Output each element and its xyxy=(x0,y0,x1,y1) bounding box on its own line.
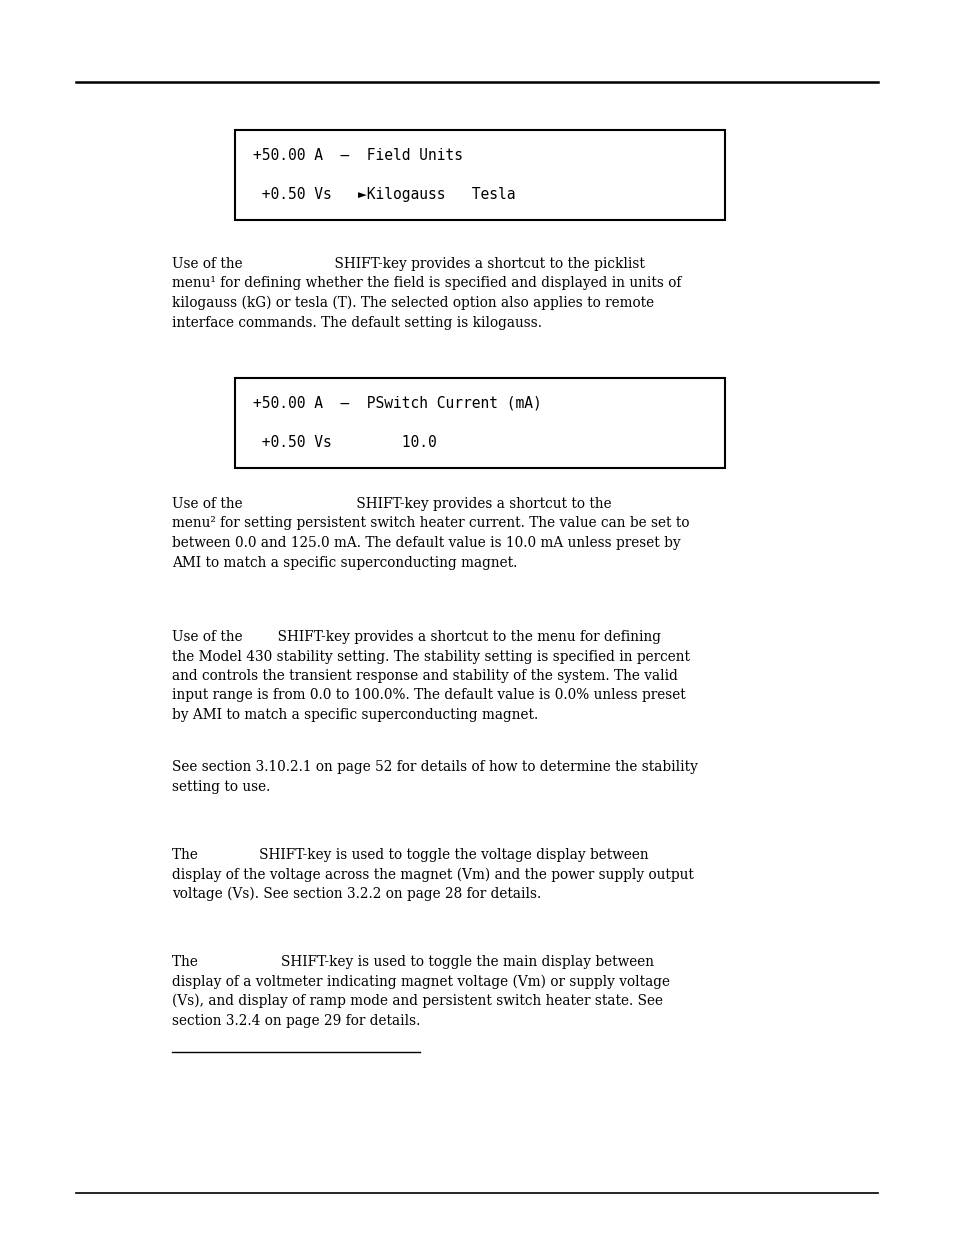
Text: AMI to match a specific superconducting magnet.: AMI to match a specific superconducting … xyxy=(172,556,517,569)
Text: menu¹ for defining whether the field is specified and displayed in units of: menu¹ for defining whether the field is … xyxy=(172,277,680,290)
Text: Use of the                     SHIFT-key provides a shortcut to the picklist: Use of the SHIFT-key provides a shortcut… xyxy=(172,257,644,270)
Text: Use of the                          SHIFT-key provides a shortcut to the: Use of the SHIFT-key provides a shortcut… xyxy=(172,496,611,511)
FancyBboxPatch shape xyxy=(234,378,724,468)
Text: +0.50 Vs   ►Kilogauss   Tesla: +0.50 Vs ►Kilogauss Tesla xyxy=(253,188,515,203)
Text: (Vs), and display of ramp mode and persistent switch heater state. See: (Vs), and display of ramp mode and persi… xyxy=(172,994,662,1009)
Text: See section 3.10.2.1 on page 52 for details of how to determine the stability: See section 3.10.2.1 on page 52 for deta… xyxy=(172,760,698,774)
Text: setting to use.: setting to use. xyxy=(172,779,270,794)
Text: by AMI to match a specific superconducting magnet.: by AMI to match a specific superconducti… xyxy=(172,708,537,722)
Text: Use of the        SHIFT-key provides a shortcut to the menu for defining: Use of the SHIFT-key provides a shortcut… xyxy=(172,630,660,643)
Text: kilogauss (kG) or tesla (T). The selected option also applies to remote: kilogauss (kG) or tesla (T). The selecte… xyxy=(172,296,654,310)
Text: section 3.2.4 on page 29 for details.: section 3.2.4 on page 29 for details. xyxy=(172,1014,420,1028)
Text: menu² for setting persistent switch heater current. The value can be set to: menu² for setting persistent switch heat… xyxy=(172,516,689,531)
Text: +50.00 A  –  PSwitch Current (mA): +50.00 A – PSwitch Current (mA) xyxy=(253,395,541,411)
Text: The                   SHIFT-key is used to toggle the main display between: The SHIFT-key is used to toggle the main… xyxy=(172,955,654,969)
Text: The              SHIFT-key is used to toggle the voltage display between: The SHIFT-key is used to toggle the volt… xyxy=(172,848,648,862)
Text: the Model 430 stability setting. The stability setting is specified in percent: the Model 430 stability setting. The sta… xyxy=(172,650,689,663)
Text: between 0.0 and 125.0 mA. The default value is 10.0 mA unless preset by: between 0.0 and 125.0 mA. The default va… xyxy=(172,536,679,550)
Text: input range is from 0.0 to 100.0%. The default value is 0.0% unless preset: input range is from 0.0 to 100.0%. The d… xyxy=(172,688,685,703)
FancyBboxPatch shape xyxy=(234,130,724,220)
Text: voltage (Vs). See section 3.2.2 on page 28 for details.: voltage (Vs). See section 3.2.2 on page … xyxy=(172,887,540,902)
Text: display of the voltage across the magnet (Vm) and the power supply output: display of the voltage across the magnet… xyxy=(172,867,693,882)
Text: display of a voltmeter indicating magnet voltage (Vm) or supply voltage: display of a voltmeter indicating magnet… xyxy=(172,974,669,989)
Text: +50.00 A  –  Field Units: +50.00 A – Field Units xyxy=(253,148,462,163)
Text: and controls the transient response and stability of the system. The valid: and controls the transient response and … xyxy=(172,669,678,683)
Text: +0.50 Vs        10.0: +0.50 Vs 10.0 xyxy=(253,435,436,451)
Text: interface commands. The default setting is kilogauss.: interface commands. The default setting … xyxy=(172,315,541,330)
